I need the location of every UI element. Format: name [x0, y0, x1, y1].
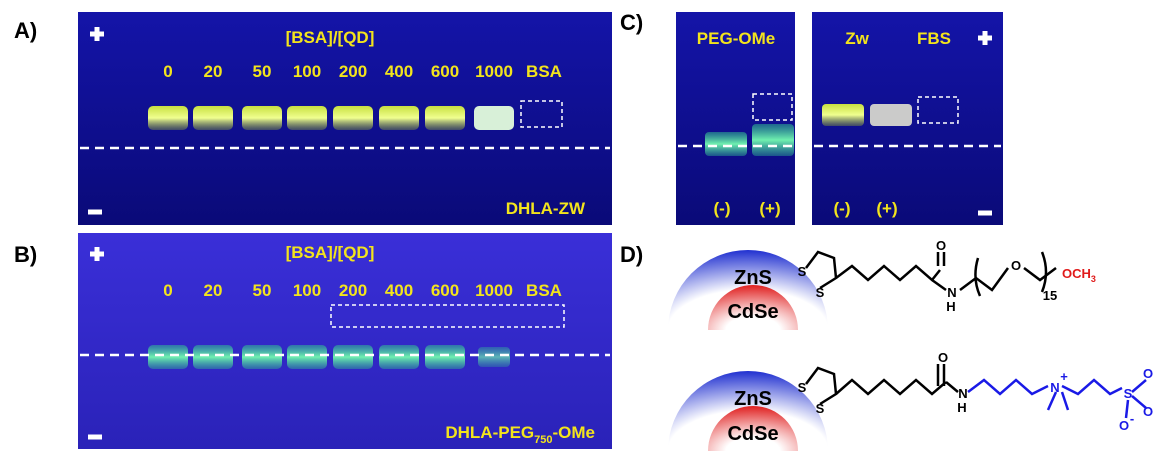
atom: O	[938, 350, 948, 365]
lane-label: 20	[204, 281, 223, 300]
band	[193, 345, 233, 369]
shell-label: ZnS	[734, 388, 772, 410]
atom: N	[1050, 380, 1059, 395]
charge: -	[1130, 411, 1134, 426]
lane-label: 600	[431, 62, 459, 81]
lane-label: 400	[385, 281, 413, 300]
band	[425, 345, 465, 369]
lane-label: 20	[204, 62, 223, 81]
lane-label: 100	[293, 281, 321, 300]
lane-label: 200	[339, 281, 367, 300]
lane-label: 400	[385, 62, 413, 81]
lane-label: 0	[163, 62, 172, 81]
panel-label: C)	[620, 10, 643, 35]
atom: O	[1011, 258, 1021, 273]
lane-label: 50	[253, 281, 272, 300]
figure: A) B) C) D) 020501002004006001000BSA [BS…	[0, 0, 1155, 451]
atom: OCH	[1062, 266, 1091, 281]
repeat-count: 15	[1043, 288, 1057, 303]
atom: N	[958, 386, 967, 401]
atom: S	[798, 380, 807, 395]
gel	[78, 233, 612, 449]
atom: N	[947, 285, 956, 300]
band	[379, 106, 419, 130]
atom: O	[1143, 404, 1153, 419]
band	[478, 347, 510, 367]
shell-label: ZnS	[734, 267, 772, 289]
group-label: PEG-OMe	[697, 29, 775, 48]
band	[148, 106, 188, 130]
lane-label: (+)	[759, 199, 780, 218]
lane-label: 600	[431, 281, 459, 300]
atom: O	[1143, 366, 1153, 381]
band	[379, 345, 419, 369]
band	[193, 106, 233, 130]
caption-suffix: -OMe	[553, 423, 596, 442]
group-label: Zw	[845, 29, 869, 48]
band	[474, 106, 514, 130]
panel-label: A)	[14, 18, 37, 43]
lane-label: BSA	[526, 281, 562, 300]
lane-label: 0	[163, 281, 172, 300]
lane-label: 200	[339, 62, 367, 81]
band	[287, 345, 327, 369]
atom: O	[936, 238, 946, 253]
group-label: FBS	[917, 29, 951, 48]
atom-subscript: 3	[1091, 274, 1096, 284]
band	[425, 106, 465, 130]
atom: S	[816, 285, 825, 300]
lane-label: 50	[253, 62, 272, 81]
bonds	[806, 364, 958, 404]
atom: S	[1124, 386, 1133, 401]
atom: OCH3	[1062, 266, 1096, 284]
atom: S	[816, 401, 825, 416]
core-label: CdSe	[727, 423, 778, 445]
band	[870, 104, 912, 126]
lane-label: (+)	[876, 199, 897, 218]
atom: O	[1119, 418, 1129, 433]
axis-title: [BSA]/[QD]	[286, 28, 375, 47]
lane-label: BSA	[526, 62, 562, 81]
band	[705, 132, 747, 156]
lane-label: 1000	[475, 62, 513, 81]
caption: DHLA-ZW	[506, 199, 586, 218]
atom: S	[798, 264, 807, 279]
lane-label: 100	[293, 62, 321, 81]
core-label: CdSe	[727, 301, 778, 323]
lane-label: 1000	[475, 281, 513, 300]
band	[822, 104, 864, 126]
lane-label: (-)	[834, 199, 851, 218]
panel-label: D)	[620, 242, 643, 267]
panel-label: B)	[14, 242, 37, 267]
band	[287, 106, 327, 130]
axis-title: [BSA]/[QD]	[286, 243, 375, 262]
lane-label: (-)	[714, 199, 731, 218]
atom: H	[946, 299, 955, 314]
band	[333, 106, 373, 130]
caption-subscript: 750	[534, 434, 552, 446]
charge: +	[1060, 369, 1068, 384]
band	[148, 345, 188, 369]
band	[242, 345, 282, 369]
caption-main: DHLA-PEG	[445, 423, 534, 442]
band	[242, 106, 282, 130]
atom: H	[957, 400, 966, 415]
band	[752, 124, 794, 156]
band	[333, 345, 373, 369]
